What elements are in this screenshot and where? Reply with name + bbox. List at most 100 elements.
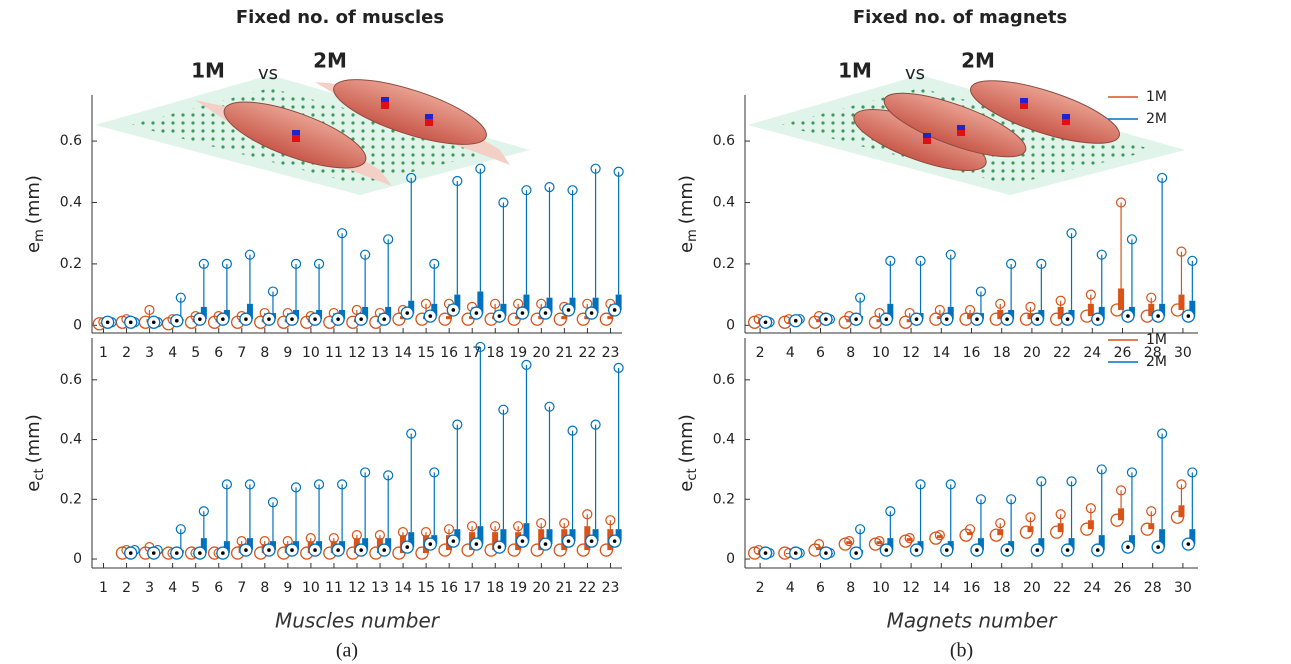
box <box>592 529 599 542</box>
median-dot <box>428 314 433 318</box>
outlier <box>244 479 256 490</box>
outlier <box>904 533 915 544</box>
outlier <box>1126 234 1138 245</box>
outlier <box>175 524 186 535</box>
box <box>887 303 894 320</box>
x-tick-label: 8 <box>260 345 269 361</box>
outlier <box>513 521 524 532</box>
box <box>500 529 507 548</box>
outlier <box>420 298 432 309</box>
median-dot <box>589 311 594 315</box>
box <box>785 322 792 324</box>
box <box>569 529 576 542</box>
x-tick-label: 10 <box>302 580 320 596</box>
median <box>415 546 429 560</box>
legend-label: 2M <box>1146 111 1167 127</box>
median-dot <box>824 551 828 555</box>
median-dot <box>382 317 386 321</box>
outlier <box>1096 249 1107 260</box>
box <box>546 529 553 545</box>
outlier <box>975 286 987 297</box>
median-dot <box>1095 548 1100 552</box>
outlier <box>975 494 987 505</box>
box <box>477 291 484 314</box>
median-dot <box>824 317 828 321</box>
x-tick-label: 8 <box>846 345 855 361</box>
median-dot <box>244 317 248 321</box>
median-dot <box>566 308 571 312</box>
y-axis-label: ect (mm) <box>23 414 47 491</box>
median-dot <box>359 317 363 321</box>
y-label-base: e <box>676 481 697 492</box>
box <box>947 306 954 320</box>
x-tick-label: 18 <box>486 580 504 596</box>
x-tick-label: 12 <box>902 580 920 596</box>
outlier <box>313 479 325 490</box>
x-tick-label: 19 <box>509 345 527 361</box>
x-tick-label: 21 <box>555 345 573 361</box>
box <box>876 541 883 545</box>
y-label-sub: m <box>685 229 700 242</box>
box <box>785 553 792 555</box>
x-tick-label: 4 <box>168 345 177 361</box>
outlier <box>1025 301 1036 312</box>
box <box>997 529 1004 536</box>
outlier <box>452 175 463 187</box>
box <box>569 297 576 310</box>
box <box>362 306 369 320</box>
x-tick-label: 14 <box>932 580 950 596</box>
x-axis-label: Muscles number <box>275 609 441 633</box>
median-dot <box>612 539 617 543</box>
outlier <box>360 249 371 260</box>
outlier <box>995 518 1006 529</box>
x-tick-label: 11 <box>325 345 343 361</box>
x-tick-label: 9 <box>283 580 292 596</box>
y-tick-label: 0 <box>73 317 82 333</box>
outlier <box>290 482 302 493</box>
x-tick-label: 17 <box>463 345 481 361</box>
outlier <box>613 166 624 177</box>
x-tick-label: 20 <box>532 345 550 361</box>
median-dot <box>884 548 889 552</box>
box <box>408 532 415 548</box>
x-tick-label: 28 <box>1144 580 1162 596</box>
median-dot <box>914 317 919 321</box>
median-dot <box>405 545 410 549</box>
outlier <box>1176 479 1187 490</box>
median <box>599 312 613 326</box>
median-dot <box>612 308 617 312</box>
median-dot <box>290 317 294 321</box>
median-dot <box>793 318 798 323</box>
median-dot <box>151 551 156 555</box>
outlier <box>1146 292 1157 303</box>
outlier <box>945 479 956 490</box>
x-tick-label: 1 <box>99 345 108 361</box>
x-tick-label: 10 <box>872 345 890 361</box>
median-dot <box>1186 542 1191 546</box>
median-dot <box>793 551 798 555</box>
median-dot <box>975 548 979 552</box>
y-tick-label: 0.6 <box>60 372 82 388</box>
median-dot <box>497 545 502 549</box>
median-dot <box>763 551 768 555</box>
median-dot <box>198 551 202 555</box>
median-dot <box>884 317 889 321</box>
outlier <box>1157 172 1168 184</box>
x-tick-label: 13 <box>371 580 389 596</box>
median-dot <box>198 317 202 321</box>
median <box>1019 525 1034 539</box>
x-tick-label: 30 <box>1174 580 1192 596</box>
y-tick-label: 0.4 <box>60 432 82 448</box>
x-tick-label: 16 <box>963 345 981 361</box>
outlier <box>429 258 440 270</box>
box <box>816 319 823 323</box>
x-tick-label: 10 <box>872 580 890 596</box>
box <box>1118 288 1125 310</box>
median-dot <box>566 539 571 543</box>
outlier <box>498 197 509 208</box>
outlier <box>337 228 348 239</box>
x-tick-label: 14 <box>932 345 950 361</box>
y-label-sub: m <box>32 229 47 242</box>
median-dot <box>128 551 133 555</box>
y-tick-label: 0.4 <box>60 194 82 210</box>
